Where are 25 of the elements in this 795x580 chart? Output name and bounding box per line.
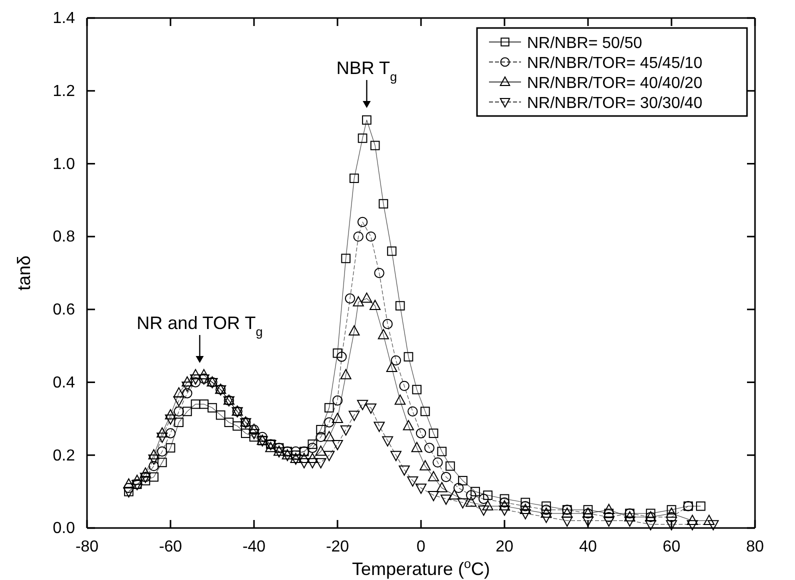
y-axis-title: tanδ — [14, 255, 34, 291]
legend-label: NR/NBR= 50/50 — [527, 35, 642, 52]
y-tick-label: 0.8 — [52, 228, 76, 246]
legend-label: NR/NBR/TOR= 45/45/10 — [527, 55, 702, 72]
x-tick-label: -40 — [242, 538, 266, 556]
y-tick-label: 0.2 — [52, 447, 76, 464]
x-tick-label: -60 — [158, 538, 182, 556]
x-axis-title: Temperature ($^{o}$C) — [352, 557, 490, 579]
legend-label: NR/NBR/TOR= 40/40/20 — [527, 75, 702, 92]
x-tick-label: -20 — [326, 538, 350, 556]
x-tick-label: -80 — [75, 538, 99, 556]
y-tick-label: 1.2 — [52, 82, 76, 100]
x-tick-label: 20 — [496, 538, 514, 556]
annotation: NR and TOR T$_{g}$ — [136, 313, 263, 339]
x-tick-label: 40 — [579, 538, 597, 556]
y-tick-label: 0.4 — [52, 374, 76, 392]
x-tick-label: 0 — [416, 538, 426, 556]
x-tick-label: 60 — [662, 538, 680, 556]
annotation: NBR T$_{g}$ — [336, 58, 398, 84]
y-tick-label: 0.6 — [52, 302, 76, 319]
y-tick-label: 1.4 — [52, 10, 76, 28]
y-tick-label: 1.0 — [52, 156, 76, 173]
y-tick-label: 0.0 — [52, 520, 76, 538]
x-tick-label: 80 — [746, 538, 764, 556]
legend-label: NR/NBR/TOR= 30/30/40 — [527, 95, 702, 112]
